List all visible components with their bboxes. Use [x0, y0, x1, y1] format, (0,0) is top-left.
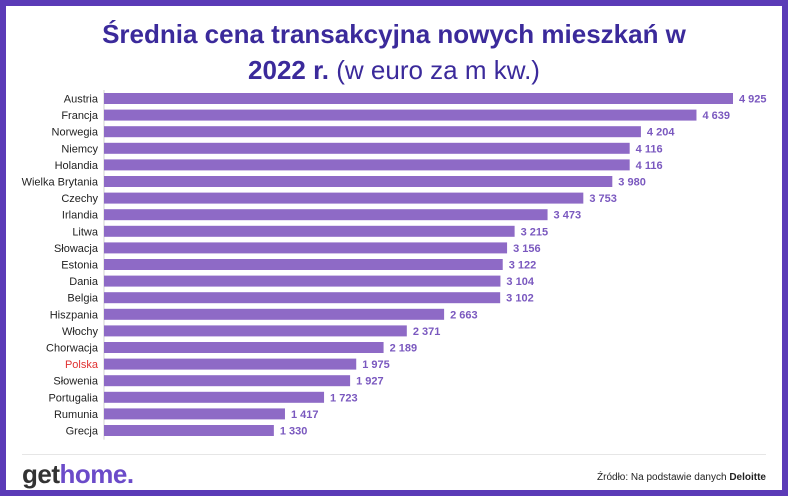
category-label: Belgia [67, 293, 98, 305]
category-label: Irlandia [62, 210, 99, 222]
value-label: 4 116 [636, 143, 663, 155]
bar [104, 242, 508, 254]
category-label: Portugalia [48, 392, 98, 404]
category-label: Rumunia [54, 409, 99, 421]
category-label: Słowenia [53, 376, 99, 388]
category-label: Niemcy [61, 143, 98, 155]
value-label: 2 189 [390, 343, 418, 355]
title-line-1: Średnia cena transakcyjna nowych mieszka… [102, 19, 686, 49]
value-label: 3 980 [618, 177, 646, 189]
category-label: Litwa [72, 226, 99, 238]
bar [104, 292, 501, 304]
chart-frame: Średnia cena transakcyjna nowych mieszka… [6, 6, 782, 490]
bar [104, 93, 733, 104]
category-label: Włochy [62, 326, 99, 338]
bar [104, 176, 613, 187]
category-label: Estonia [61, 260, 99, 272]
bar [104, 425, 274, 436]
category-label: Austria [64, 94, 99, 106]
title-unit: (w euro za m kw.) [336, 55, 540, 85]
bar [104, 391, 325, 403]
category-label: Słowacja [54, 243, 99, 255]
bar [104, 159, 630, 171]
value-label: 3 753 [589, 193, 617, 205]
category-label: Dania [69, 276, 99, 288]
value-label: 3 473 [554, 210, 582, 222]
bar [104, 325, 407, 337]
chart-title: Średnia cena transakcyjna nowych mieszka… [6, 16, 782, 88]
bar [104, 225, 515, 237]
footer-divider [22, 454, 766, 455]
value-label: 4 116 [636, 160, 663, 172]
bar [104, 209, 548, 221]
bar [104, 358, 357, 370]
bar [104, 408, 285, 420]
value-label: 1 417 [291, 409, 319, 421]
category-label: Francja [61, 110, 99, 122]
value-label: 1 975 [362, 359, 390, 371]
category-label: Chorwacja [46, 343, 99, 355]
value-label: 1 330 [280, 426, 308, 438]
bar [104, 308, 445, 320]
value-label: 4 925 [739, 94, 767, 106]
bar [104, 275, 501, 287]
bar-chart: Austria 4 925 Francja 4 639 Norwegia 4 204 Nie… [22, 90, 767, 440]
value-label: 2 371 [413, 326, 441, 338]
category-label: Wielka Brytania [22, 177, 99, 189]
bar [104, 142, 630, 154]
value-label: 3 215 [521, 226, 549, 238]
bar [104, 375, 351, 387]
bar [104, 259, 503, 270]
category-label: Norwegia [52, 127, 99, 139]
category-label: Grecja [66, 426, 99, 438]
bar [104, 126, 641, 138]
value-label: 4 639 [702, 110, 730, 122]
title-year: 2022 r. [248, 55, 330, 85]
gethome-logo: gethome. [22, 459, 134, 489]
category-label: Polska [65, 359, 99, 371]
bar [104, 192, 584, 204]
value-label: 3 156 [513, 243, 541, 255]
value-label: 4 204 [647, 127, 675, 139]
category-label: Holandia [55, 160, 99, 172]
value-label: 1 723 [330, 392, 358, 404]
value-label: 3 122 [509, 260, 537, 272]
bar [104, 109, 697, 121]
source-note: Źródło: Na podstawie danych Deloitte [597, 472, 766, 483]
value-label: 1 927 [356, 376, 384, 388]
value-label: 3 104 [506, 276, 534, 288]
category-label: Czechy [61, 193, 98, 205]
value-label: 2 663 [450, 309, 478, 321]
value-label: 3 102 [506, 293, 534, 305]
category-label: Hiszpania [50, 309, 99, 321]
bar [104, 342, 384, 353]
